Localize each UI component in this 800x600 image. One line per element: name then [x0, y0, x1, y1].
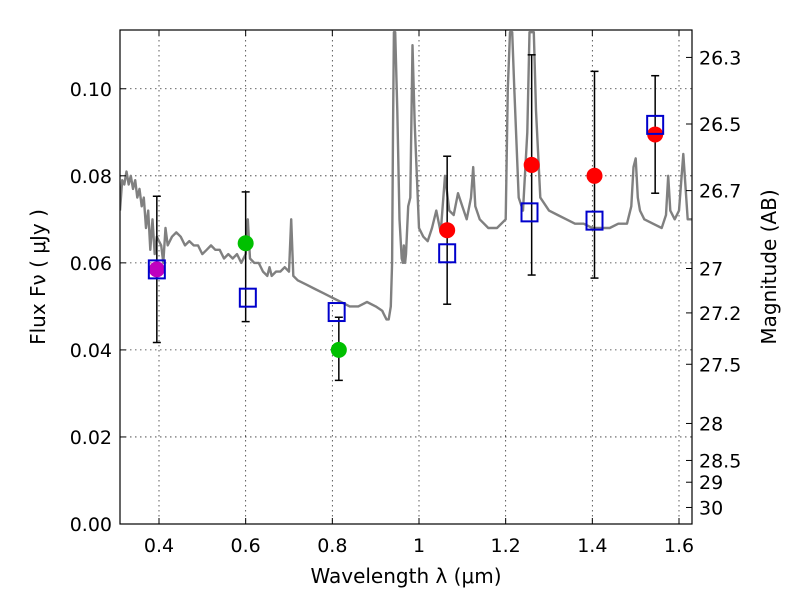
observed-point [523, 156, 540, 173]
x-tick-label: 1.2 [491, 535, 521, 557]
right-tick-label: 27.2 [699, 303, 741, 325]
y-tick-label: 0.10 [70, 79, 112, 101]
axis-ticks [120, 30, 692, 525]
model-point [585, 210, 604, 231]
right-tick-label: 28.5 [699, 450, 741, 472]
y-axis-label: Flux Fν ( μJy ) [26, 209, 50, 345]
x-tick-labels: 0.4 0.6 0.8 1 1.2 1.4 1.6 [144, 535, 694, 557]
spectrum-line [120, 31, 692, 321]
plot-frame [119, 29, 693, 525]
x-tick-label: 0.4 [144, 535, 174, 557]
y-tick-label: 0.06 [70, 253, 112, 275]
model-point [327, 302, 346, 323]
right-axis-label: Magnitude (AB) [757, 189, 781, 344]
x-tick-label: 0.6 [231, 535, 261, 557]
model-point [646, 114, 665, 135]
x-tick-label: 0.8 [317, 535, 347, 557]
y-tick-label: 0.08 [70, 166, 112, 188]
y-tick-labels: 0.00 0.02 0.04 0.06 0.08 0.10 [70, 79, 112, 536]
model-point [438, 243, 457, 264]
x-tick-label: 1.4 [577, 535, 607, 557]
observed-point [586, 167, 603, 184]
right-tick-label: 26.3 [699, 47, 741, 69]
right-tick-label: 28 [699, 413, 723, 435]
right-tick-label: 27 [699, 259, 723, 281]
model-point [520, 202, 539, 223]
right-tick-labels: 26.3 26.5 26.7 27 27.2 27.5 28 28.529 30 [699, 47, 741, 519]
observed-point [148, 261, 165, 278]
error-bars [152, 54, 660, 382]
model-point [147, 259, 166, 280]
right-tick-label: 26.7 [699, 181, 741, 203]
right-tick-label: 27.5 [699, 354, 741, 376]
right-tick-label: 29 [699, 472, 723, 494]
x-tick-label: 1 [413, 535, 425, 557]
grid-lines [120, 30, 692, 525]
model-spectrum [120, 31, 692, 321]
observed-points [148, 126, 664, 358]
y-tick-label: 0.00 [70, 514, 112, 536]
observed-point [330, 341, 347, 358]
observed-point [237, 235, 254, 252]
right-tick-label: 30 [699, 497, 723, 519]
x-axis-label: Wavelength λ (μm) [310, 564, 501, 588]
right-tick-label: 26.5 [699, 114, 741, 136]
y-tick-label: 0.04 [70, 340, 112, 362]
x-tick-label: 1.6 [664, 535, 694, 557]
y-tick-label: 0.02 [70, 427, 112, 449]
model-points [147, 114, 665, 323]
observed-point [439, 222, 456, 239]
model-point [238, 287, 257, 308]
